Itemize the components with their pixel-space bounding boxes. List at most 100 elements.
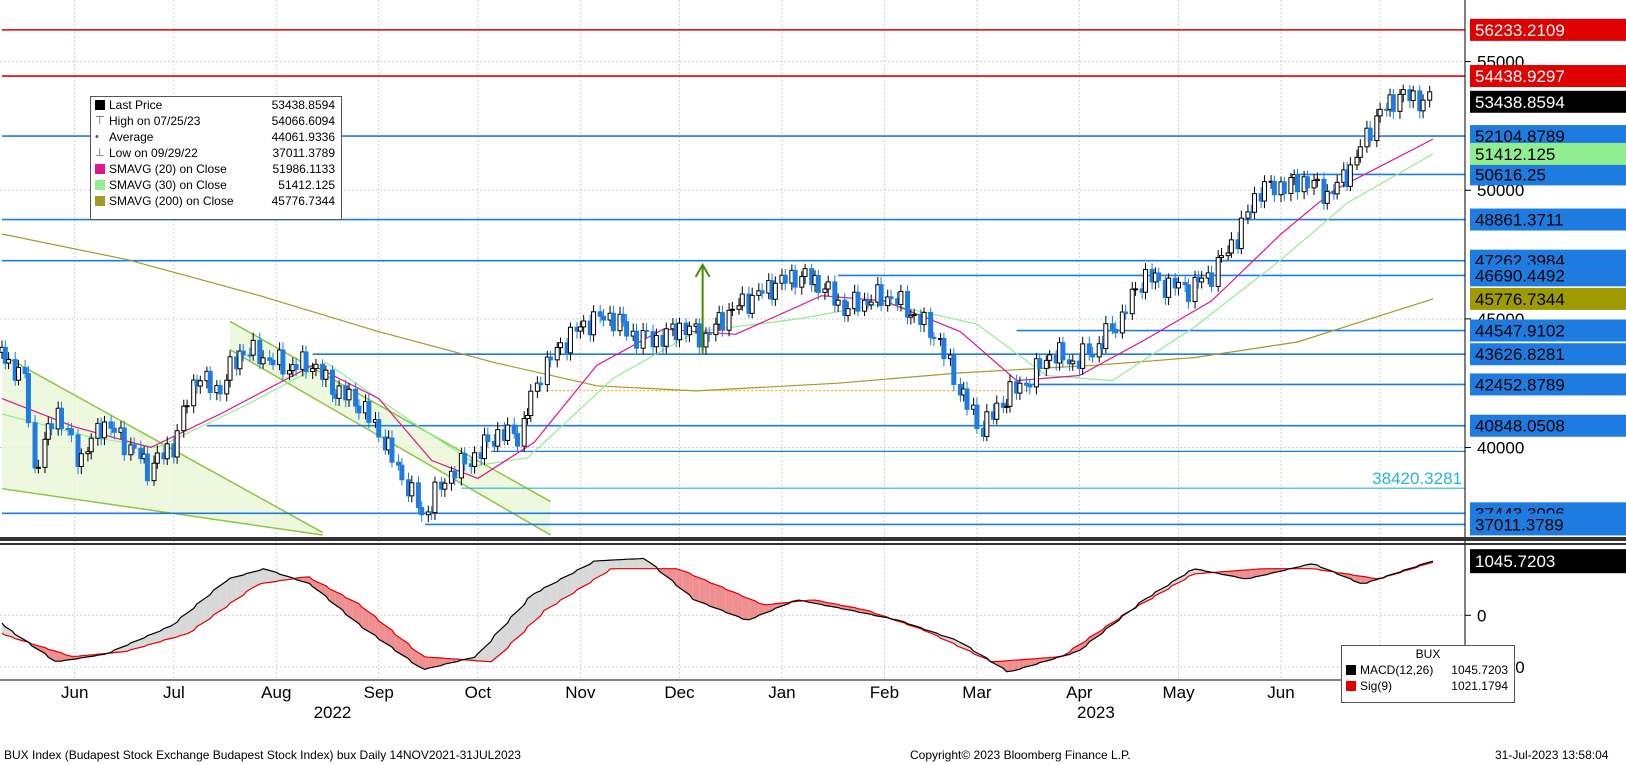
candle-body bbox=[577, 326, 583, 332]
candle-body bbox=[974, 404, 980, 430]
level-tag-text: 44547.9102 bbox=[1475, 322, 1565, 341]
candle-body bbox=[399, 464, 405, 481]
macd-fill bbox=[1013, 659, 1020, 671]
candle-body bbox=[802, 268, 808, 277]
macd-fill bbox=[1238, 570, 1245, 579]
macd-legend-value: 1045.7203 bbox=[1451, 663, 1508, 677]
macd-fill bbox=[1310, 564, 1318, 570]
candle-body bbox=[620, 313, 626, 323]
month-label: Jun bbox=[61, 683, 88, 702]
candle-body bbox=[558, 342, 564, 349]
legend-label: SMAVG (20) on Close bbox=[109, 162, 227, 176]
legend-swatch bbox=[95, 196, 105, 206]
macd-fill bbox=[534, 590, 541, 622]
macd-fill bbox=[567, 572, 574, 597]
macd-fill bbox=[5, 626, 12, 637]
macd-fill bbox=[491, 635, 495, 662]
footer-timestamp: 31-Jul-2023 13:58:04 bbox=[1495, 748, 1609, 762]
macd-fill bbox=[226, 578, 231, 607]
candle-body bbox=[1070, 360, 1076, 365]
month-label: May bbox=[1162, 683, 1195, 702]
legend-row: ⊥ Low on 09/29/22 37011.3789 bbox=[91, 145, 341, 161]
candle-body bbox=[16, 367, 22, 381]
candle-body bbox=[548, 356, 554, 361]
macd-fill bbox=[395, 634, 402, 655]
candle-body bbox=[1043, 359, 1049, 369]
candle-body bbox=[862, 299, 868, 312]
candle-body bbox=[624, 321, 630, 337]
candle-body bbox=[396, 461, 402, 466]
macd-fill bbox=[263, 568, 270, 584]
macd-fill bbox=[147, 633, 155, 645]
up-arrow-head bbox=[694, 262, 711, 278]
candle-body bbox=[1218, 255, 1224, 258]
legend-label: High on 07/25/23 bbox=[109, 114, 201, 128]
candle-body bbox=[472, 452, 478, 468]
candle-body bbox=[35, 466, 41, 469]
candle-body bbox=[845, 308, 851, 317]
legend-swatch bbox=[95, 180, 105, 190]
macd-fill bbox=[177, 617, 181, 637]
legend-row: • Average 44061.9336 bbox=[91, 129, 341, 145]
candle-body bbox=[174, 430, 180, 458]
candle-body bbox=[108, 421, 114, 429]
macd-fill bbox=[54, 651, 62, 662]
candle-body bbox=[888, 296, 894, 300]
candle-body bbox=[346, 388, 352, 401]
candle-body bbox=[191, 379, 197, 407]
candle-body bbox=[885, 296, 891, 307]
candle-body bbox=[310, 368, 316, 372]
year-label: 2023 bbox=[1077, 703, 1115, 722]
macd-fill bbox=[550, 581, 558, 607]
legend-row: Last Price 53438.8594 bbox=[91, 97, 341, 113]
candle-body bbox=[1347, 164, 1353, 187]
candle-body bbox=[75, 434, 81, 467]
macd-fill bbox=[411, 648, 419, 667]
macd-fill bbox=[775, 603, 782, 609]
candle-body bbox=[567, 326, 573, 354]
macd-fill bbox=[560, 575, 568, 601]
candle-body bbox=[250, 339, 256, 356]
candle-body bbox=[835, 299, 841, 306]
candle-body bbox=[696, 323, 702, 348]
level-tag-text: 54438.9297 bbox=[1475, 67, 1565, 86]
candle-body bbox=[749, 294, 755, 314]
candle-body bbox=[640, 329, 646, 349]
macd-fill bbox=[1261, 568, 1268, 576]
candle-body bbox=[1374, 115, 1380, 142]
macd-fill bbox=[1254, 568, 1262, 577]
candle-body bbox=[898, 290, 904, 306]
candle-body bbox=[1199, 277, 1205, 283]
macd-fill bbox=[643, 558, 650, 569]
legend-value: 51986.1133 bbox=[272, 162, 335, 176]
candle-body bbox=[1314, 178, 1320, 181]
candle-body bbox=[389, 437, 395, 463]
candle-body bbox=[1304, 176, 1310, 189]
signal-line bbox=[1, 561, 1434, 663]
candle-body bbox=[1033, 358, 1039, 388]
macd-fill bbox=[38, 645, 45, 654]
candle-body bbox=[1377, 108, 1383, 117]
candle-body bbox=[376, 419, 382, 438]
candle-body bbox=[1311, 179, 1317, 189]
macd-fill bbox=[1006, 660, 1014, 672]
candle-body bbox=[515, 433, 521, 447]
macd-fill bbox=[477, 647, 485, 662]
macd-fill bbox=[335, 591, 343, 610]
macd-legend-title: BUX bbox=[1415, 647, 1441, 661]
level-tag-box bbox=[1470, 373, 1626, 396]
trend-channel-fill bbox=[230, 321, 551, 535]
macd-fill bbox=[1244, 569, 1252, 579]
candle-body bbox=[151, 462, 157, 482]
candle-body bbox=[217, 384, 223, 395]
macd-fill bbox=[253, 570, 260, 588]
candle-body bbox=[759, 290, 765, 294]
candle-body bbox=[1004, 405, 1010, 408]
candle-body bbox=[1060, 342, 1066, 361]
level-tag-box bbox=[1470, 264, 1626, 287]
candle-body bbox=[356, 405, 362, 414]
legend-label: SMAVG (200) on Close bbox=[109, 194, 234, 208]
candle-body bbox=[32, 422, 38, 469]
legend-value: 45776.7344 bbox=[271, 194, 335, 208]
